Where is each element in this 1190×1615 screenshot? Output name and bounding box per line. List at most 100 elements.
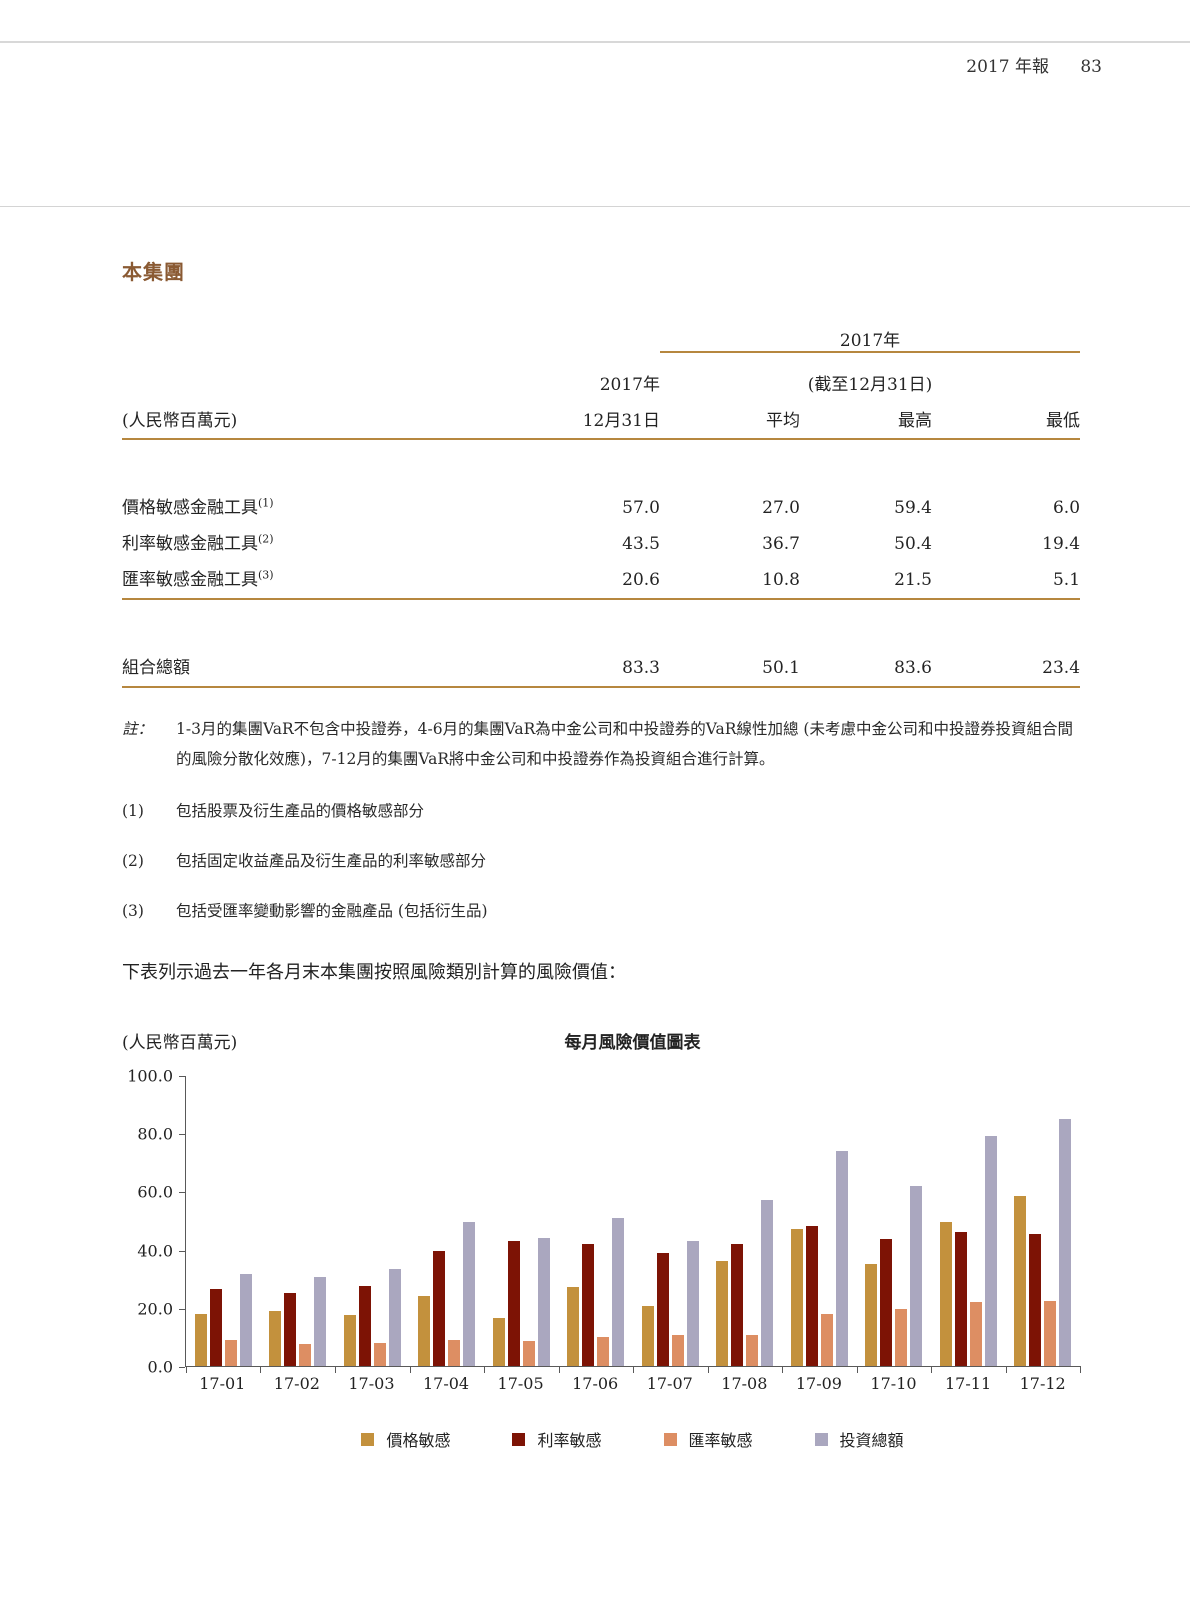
first-col-header-year: 2017年 xyxy=(599,375,660,395)
bar-利率敏感 xyxy=(731,1243,744,1366)
x-axis-tick-label: 17-03 xyxy=(348,1374,395,1393)
bar-價格敏感 xyxy=(269,1310,282,1366)
x-axis-tick-label: 17-10 xyxy=(870,1374,917,1393)
monthly-var-chart: (人民幣百萬元) 每月風險價值圖表 100.0 80.0 60.0 40.0 20.0 0… xyxy=(122,1028,1081,1451)
bar-匯率敏感 xyxy=(299,1344,312,1366)
group-header-sub: (截至12月31日) xyxy=(807,375,933,395)
bar-匯率敏感 xyxy=(1044,1300,1057,1366)
bar-利率敏感 xyxy=(582,1243,595,1366)
bar-group-17-06 xyxy=(559,1076,634,1366)
x-axis-tick-label: 17-05 xyxy=(497,1374,544,1393)
x-axis-tick-label: 17-07 xyxy=(646,1374,693,1393)
bar-利率敏感 xyxy=(433,1251,446,1366)
legend-item-投資總額: 投資總額 xyxy=(814,1427,904,1451)
bar-匯率敏感 xyxy=(969,1301,982,1366)
bar-利率敏感 xyxy=(209,1288,222,1366)
chart-legend: 價格敏感 利率敏感 匯率敏感 投資總額 xyxy=(185,1427,1080,1451)
table-row: 價格敏感金融工具(1) 57.0 27.0 59.4 6.0 xyxy=(122,482,1080,518)
bar-價格敏感 xyxy=(641,1306,654,1366)
table-row: 匯率敏感金融工具(3) 20.6 10.8 21.5 5.1 xyxy=(122,554,1081,600)
chart-unit-label: (人民幣百萬元) xyxy=(122,1033,238,1053)
legend-swatch xyxy=(361,1432,375,1446)
var-table: 2017年 2017年 (截至12月31日) (人民幣百萬元) 12月31日 平… xyxy=(122,315,1081,688)
bar-投資總額 xyxy=(612,1217,625,1366)
bar-投資總額 xyxy=(761,1200,774,1366)
bar-投資總額 xyxy=(686,1240,699,1366)
cell-value: 43.5 xyxy=(622,534,660,554)
bar-group-17-12 xyxy=(1006,1076,1081,1366)
legend-item-價格敏感: 價格敏感 xyxy=(361,1427,450,1451)
chart-header: (人民幣百萬元) 每月風險價值圖表 xyxy=(122,1028,1080,1054)
x-axis-tick xyxy=(931,1366,932,1373)
bar-利率敏感 xyxy=(284,1293,297,1366)
bar-匯率敏感 xyxy=(448,1339,461,1366)
bar-投資總額 xyxy=(984,1136,997,1366)
bar-利率敏感 xyxy=(1029,1233,1042,1366)
cell-value: 20.6 xyxy=(510,554,660,600)
x-axis-tick xyxy=(856,1366,858,1373)
bar-group-17-03 xyxy=(335,1076,410,1366)
bar-匯率敏感 xyxy=(224,1339,237,1366)
general-note: 註： 1-3月的集團VaR不包含中投證券，4-6月的集團VaR為中金公司和中投證… xyxy=(122,714,1080,774)
table-row: 利率敏感金融工具(2) 43.5 36.7 50.4 19.4 xyxy=(122,518,1080,554)
bar-利率敏感 xyxy=(507,1240,520,1366)
bar-投資總額 xyxy=(388,1268,401,1366)
bar-價格敏感 xyxy=(1014,1195,1027,1366)
bar-價格敏感 xyxy=(194,1313,207,1366)
note-text: 1-3月的集團VaR不包含中投證券，4-6月的集團VaR為中金公司和中投證券的V… xyxy=(176,720,1073,768)
x-axis-tick xyxy=(781,1366,783,1373)
x-axis-tick-label: 17-04 xyxy=(422,1374,470,1393)
legend-label: 匯率敏感 xyxy=(688,1431,753,1450)
page-content: 本集團 2017年 2017年 (截至12月31日) (人民幣百萬元) 12月3… xyxy=(122,256,1081,1451)
x-axis-tick xyxy=(707,1366,709,1373)
cell-value: 36.7 xyxy=(762,534,800,554)
report-title: 2017 年報 xyxy=(966,57,1049,77)
bar-利率敏感 xyxy=(656,1252,669,1366)
row-label: 價格敏感金融工具(1) xyxy=(122,496,274,518)
x-axis-tick xyxy=(558,1366,560,1373)
x-axis-tick xyxy=(633,1366,634,1373)
bar-匯率敏感 xyxy=(597,1336,610,1366)
bar-匯率敏感 xyxy=(671,1335,684,1366)
y-axis-tick-label: 60.0 xyxy=(137,1182,173,1202)
legend-swatch xyxy=(814,1432,828,1446)
col-header-average: 平均 xyxy=(660,395,800,440)
bar-投資總額 xyxy=(463,1221,476,1366)
cell-value: 59.4 xyxy=(894,498,932,518)
bar-價格敏感 xyxy=(343,1315,356,1366)
cell-value: 21.5 xyxy=(800,554,932,600)
bar-利率敏感 xyxy=(805,1226,818,1366)
bar-投資總額 xyxy=(910,1185,923,1366)
bar-價格敏感 xyxy=(790,1229,803,1366)
x-axis-tick-label: 17-09 xyxy=(795,1374,842,1393)
y-axis-tick-label: 100.0 xyxy=(127,1066,173,1086)
table-column-header-row: (人民幣百萬元) 12月31日 平均 最高 最低 xyxy=(122,395,1081,440)
bar-匯率敏感 xyxy=(373,1342,386,1366)
chart-title: 每月風險價值圖表 xyxy=(564,1033,701,1053)
y-axis-tick xyxy=(179,1076,185,1077)
x-axis-tick xyxy=(186,1366,187,1373)
bar-group-17-07 xyxy=(633,1076,708,1366)
legend-label: 投資總額 xyxy=(839,1431,904,1450)
top-rule xyxy=(0,41,1190,43)
legend-label: 利率敏感 xyxy=(537,1431,602,1450)
page-number: 83 xyxy=(1080,57,1102,77)
unit-label: (人民幣百萬元) xyxy=(122,395,510,440)
col-header-highest: 最高 xyxy=(800,395,932,440)
bar-匯率敏感 xyxy=(522,1341,535,1366)
y-axis-tick xyxy=(179,1308,185,1310)
x-axis-tick-label: 17-06 xyxy=(572,1374,619,1393)
col-header-lowest: 最低 xyxy=(932,395,1081,440)
cell-value: 27.0 xyxy=(762,498,800,518)
bar-投資總額 xyxy=(537,1237,550,1366)
footnote-2: (2) 包括固定收益產品及衍生產品的利率敏感部分 xyxy=(122,852,487,870)
bar-利率敏感 xyxy=(358,1285,371,1366)
lead-paragraph: 下表列示過去一年各月末本集團按照風險類別計算的風險價值： xyxy=(122,962,626,983)
cell-value: 50.1 xyxy=(660,642,800,688)
chart-x-axis-labels: 17-01 17-02 17-03 17-04 17-05 17-06 17-07 17-08… xyxy=(185,1374,1080,1393)
bar-group-17-08 xyxy=(708,1076,783,1366)
x-axis-tick xyxy=(260,1366,262,1373)
x-axis-tick-label: 17-12 xyxy=(1019,1374,1066,1393)
legend-item-利率敏感: 利率敏感 xyxy=(512,1427,602,1451)
